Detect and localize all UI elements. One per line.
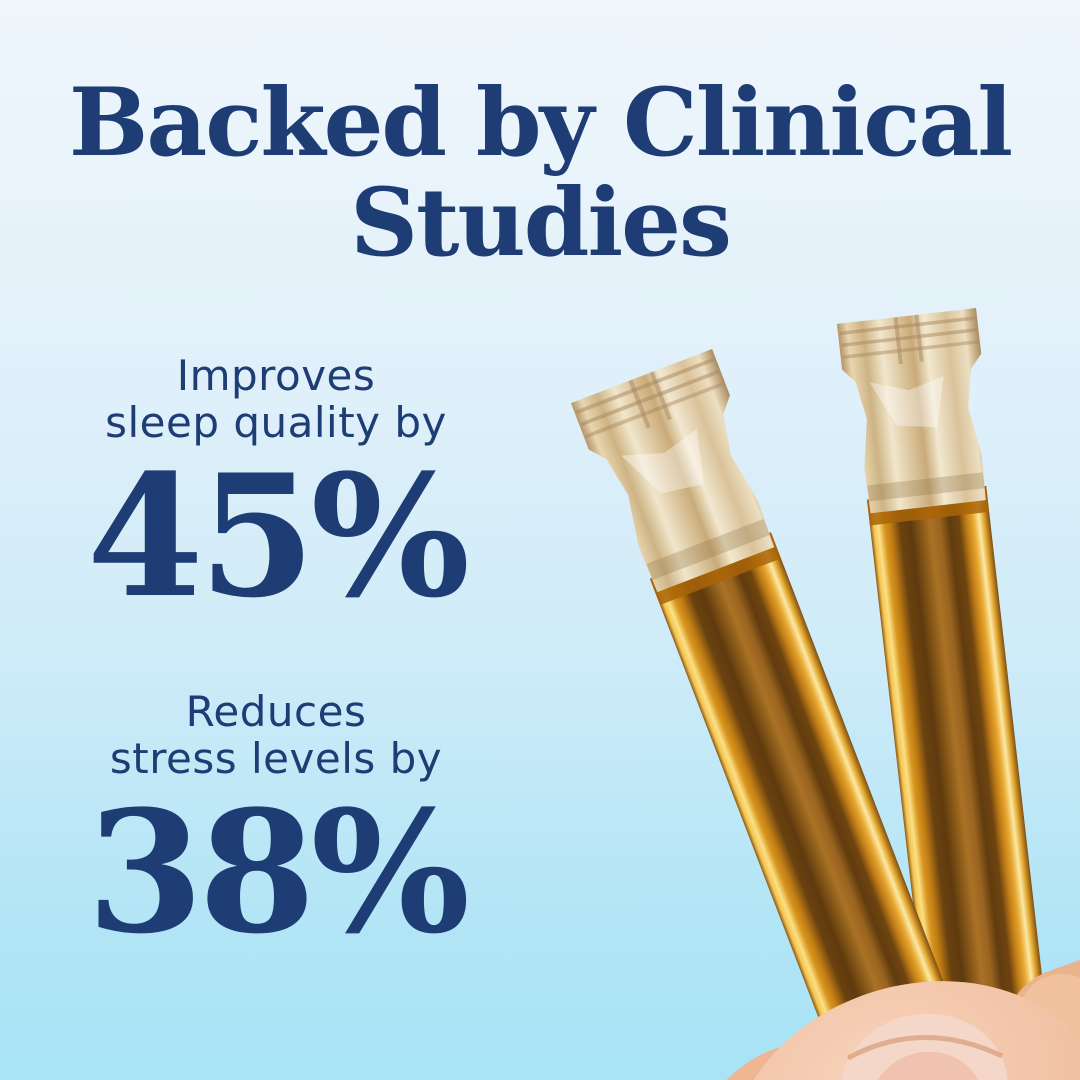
title-line-1: Backed by Clinical bbox=[68, 68, 1013, 178]
page-title: Backed by Clinical Studies bbox=[0, 68, 1080, 278]
stat-stress-levels: Reduces stress levels by 38% bbox=[0, 688, 552, 956]
stat-sleep-label: Improves sleep quality by bbox=[0, 352, 552, 446]
title-line-2: Studies bbox=[350, 167, 732, 278]
stat-sleep-value: 45% bbox=[86, 437, 470, 636]
stat-stress-label-line-1: Reduces bbox=[185, 687, 367, 736]
stat-stress-value: 38% bbox=[86, 773, 470, 972]
thumb-nail-bed bbox=[871, 1051, 983, 1080]
stat-stress-label-line-2: stress levels by bbox=[109, 734, 443, 784]
thumb bbox=[731, 981, 1080, 1080]
cuticle-line bbox=[846, 1035, 1004, 1061]
index-finger-behind bbox=[858, 974, 1046, 1080]
fingers-right-edge bbox=[999, 960, 1080, 1080]
stat-sleep-quality: Improves sleep quality by 45% bbox=[0, 352, 552, 620]
thumb-nail bbox=[840, 1013, 1008, 1080]
fingertip-left bbox=[691, 1041, 885, 1080]
honey-stick-right bbox=[836, 308, 1080, 1080]
stat-sleep-label-line-1: Improves bbox=[176, 351, 376, 400]
stat-stress-label: Reduces stress levels by bbox=[0, 688, 552, 782]
hand bbox=[691, 960, 1080, 1080]
stat-sleep-label-line-2: sleep quality by bbox=[105, 398, 447, 448]
honey-stick-left bbox=[570, 348, 1080, 1080]
knuckle-highlight bbox=[1020, 974, 1080, 1050]
